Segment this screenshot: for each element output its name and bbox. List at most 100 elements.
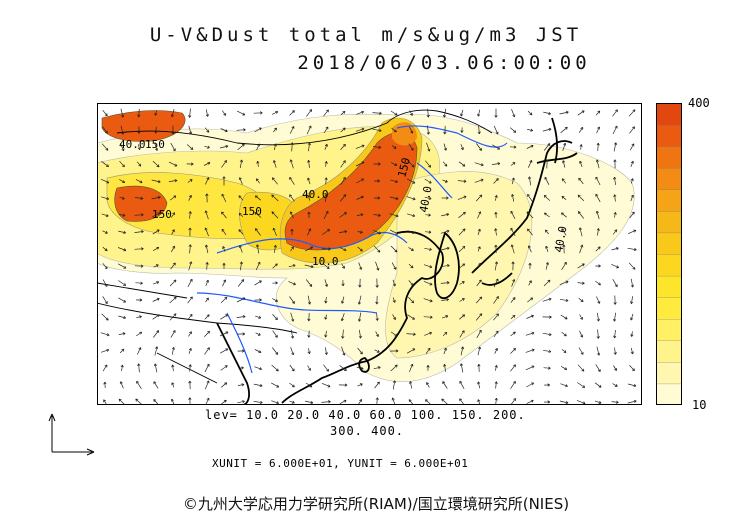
wind-vector [460, 144, 464, 150]
wind-vector-head [581, 263, 585, 267]
wind-vector-head [375, 318, 379, 321]
wind-vector [118, 333, 126, 335]
wind-vector-head [289, 211, 293, 215]
wind-vector-head [189, 179, 193, 182]
wind-vector-head [170, 114, 174, 118]
wind-vector [256, 143, 260, 151]
wind-vector-head [257, 261, 261, 265]
wind-vector [236, 110, 246, 116]
wind-vector [493, 125, 499, 135]
wind-vector [220, 348, 228, 354]
wind-vector-head [410, 283, 414, 286]
wind-vector [559, 111, 569, 115]
wind-vector [152, 229, 160, 235]
wind-vector-head [140, 281, 143, 285]
wind-vector [510, 381, 516, 389]
wind-vector [560, 126, 568, 134]
wind-vector [307, 177, 311, 185]
wind-vector [356, 196, 364, 200]
wind-vector-head [273, 244, 277, 248]
wind-vector [493, 296, 499, 304]
wind-vector [205, 210, 209, 220]
wind-vector [424, 231, 432, 233]
wind-vector [290, 159, 294, 169]
wind-vector-head [359, 248, 363, 252]
wind-vector [289, 110, 295, 116]
wind-vector [459, 298, 465, 302]
wind-vector [221, 399, 227, 405]
wind-vector-head [341, 283, 345, 287]
wind-vector [305, 246, 313, 252]
wind-vector-head [190, 162, 194, 166]
wind-vector [459, 314, 465, 320]
wind-vector-head [291, 318, 295, 322]
wind-vector [527, 160, 533, 168]
wind-vector-head [293, 282, 296, 286]
wind-vector [561, 196, 567, 200]
wind-vector-head [326, 266, 330, 269]
wind-vector [597, 329, 599, 339]
wind-vector [358, 312, 362, 322]
wind-vector-head [272, 160, 276, 163]
wind-vector-head [242, 332, 246, 336]
wind-vector-head [276, 401, 279, 405]
wind-vector [308, 160, 310, 168]
wind-vector [171, 229, 175, 235]
wind-vector [205, 109, 209, 117]
wind-vector [306, 109, 312, 117]
wind-vector [323, 364, 329, 372]
wind-vector [392, 314, 396, 320]
wind-vector-head [224, 129, 228, 133]
wind-vector-head [221, 193, 225, 197]
wind-vector [357, 383, 363, 387]
wind-vector [612, 109, 618, 117]
wind-vector-head [259, 383, 263, 388]
wind-vector-head [361, 127, 365, 131]
wind-vector [187, 179, 193, 183]
copyright-credit: ©九州大学応用力学研究所(RIAM)/国立環境研究所(NIES) [182, 495, 570, 513]
wind-vector [119, 196, 125, 200]
wind-vector [545, 245, 549, 253]
wind-vector [153, 330, 159, 338]
wind-vector-head [395, 179, 398, 184]
wind-vector-head [378, 128, 382, 133]
wind-vector-head [444, 179, 448, 183]
wind-vector-head [427, 148, 431, 152]
wind-vector [525, 349, 535, 353]
wind-vector [630, 178, 634, 184]
wind-vector-head [395, 231, 399, 235]
colorbar-swatch [656, 318, 682, 341]
wind-vector-head [579, 144, 583, 147]
wind-vector-head [258, 315, 262, 319]
wind-vector-head [207, 161, 211, 165]
wind-vector [169, 279, 177, 287]
wind-vector-head [578, 227, 582, 231]
coastline-korea [434, 232, 460, 300]
wind-vector-head [222, 176, 226, 179]
contour-label: 40.0 [417, 185, 434, 213]
wind-vector-head [429, 331, 432, 335]
wind-vector [186, 144, 194, 150]
wind-vector [579, 227, 583, 237]
wind-vector [495, 228, 497, 236]
wind-vector-head [290, 228, 294, 232]
wind-vector [373, 245, 381, 253]
wind-vector [425, 160, 431, 168]
wind-vector [100, 332, 110, 336]
wind-vector [542, 332, 552, 336]
wind-vector [458, 228, 466, 236]
wind-vector-head [123, 299, 127, 303]
wind-vector [528, 245, 532, 253]
wind-vector-head [259, 400, 263, 404]
wind-vector [561, 262, 567, 270]
wind-vector [406, 178, 416, 184]
wind-vector-head [497, 146, 501, 150]
wind-vector-head [104, 364, 108, 368]
wind-vector [630, 194, 634, 202]
wind-vector-head [581, 110, 585, 114]
wind-vector-head [511, 177, 515, 181]
wind-vector [306, 125, 312, 135]
wind-vector-head [171, 382, 175, 386]
wind-vector-head [531, 348, 535, 352]
wind-vector [391, 145, 397, 149]
